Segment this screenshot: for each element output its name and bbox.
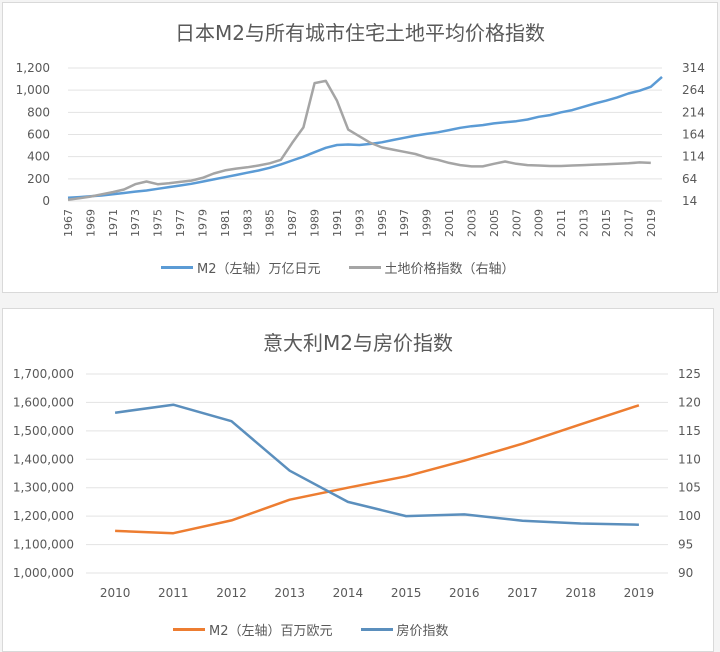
x-tick-label: 1995 (376, 209, 389, 237)
legend-item-land-price: 土地价格指数（右轴） (348, 258, 515, 277)
x-tick-label: 1991 (331, 209, 344, 237)
x-tick-label: 1999 (421, 209, 434, 237)
land-price-series-line (67, 79, 651, 201)
y-right-tick-label: 14 (682, 194, 697, 208)
x-tick-label: 1993 (353, 209, 366, 237)
italy-legend: M2（左轴）百万欧元 房价指数 (173, 620, 477, 639)
house-price-series-line (114, 403, 639, 526)
legend-label-house-price: 房价指数 (396, 624, 449, 639)
legend-swatch-house-price (360, 628, 393, 631)
y-left-tick-label: 1,500,000 (13, 424, 74, 438)
legend-label-land-price: 土地价格指数（右轴） (384, 262, 515, 277)
y-left-tick-label: 600 (27, 128, 50, 142)
y-left-tick-label: 1,400,000 (13, 452, 74, 466)
legend-item-m2: M2（左轴）万亿日元 (161, 258, 321, 277)
x-tick-label: 2019 (645, 209, 658, 237)
x-tick-label: 1977 (174, 209, 187, 237)
legend-swatch-m2 (173, 628, 205, 631)
y-right-tick-label: 100 (678, 509, 701, 523)
x-tick-label: 1973 (129, 209, 142, 237)
y-left-tick-label: 1,200 (16, 61, 50, 75)
italy-chart-title: 意大利M2与房价指数 (263, 331, 453, 355)
x-tick-label: 2011 (555, 209, 568, 237)
y-left-tick-label: 1,700,000 (13, 367, 74, 381)
y-left-tick-label: 400 (27, 150, 50, 164)
x-tick-label: 1967 (62, 209, 75, 237)
m2-series-line (67, 75, 663, 199)
x-tick-label: 1969 (84, 209, 97, 237)
x-tick-label: 2011 (158, 586, 189, 600)
x-tick-label: 2013 (274, 586, 305, 600)
x-tick-label: 2010 (100, 586, 131, 600)
japan-legend: M2（左轴）万亿日元 土地价格指数（右轴） (161, 258, 543, 277)
y-left-tick-label: 200 (27, 172, 50, 186)
italy-chart-plot: 1,000,000 90 1,100,000 95 1,200,000 100 1,300,… (13, 367, 701, 600)
x-tick-label: 2019 (624, 586, 655, 600)
y-right-tick-label: 125 (678, 367, 701, 381)
japan-chart-plot: 0 14 200 64 400 114 600 164 800 214 1,000 264 1,200 3… (16, 61, 705, 237)
y-right-tick-label: 64 (682, 172, 697, 186)
japan-chart-card: 日本M2与所有城市住宅土地平均价格指数 0 14 200 64 400 114 600 164… (2, 2, 718, 293)
x-tick-label: 2007 (510, 209, 523, 237)
y-right-tick-label: 110 (678, 452, 701, 466)
x-tick-label: 2014 (333, 586, 364, 600)
x-tick-label: 1997 (398, 209, 411, 237)
y-left-tick-label: 800 (27, 105, 50, 119)
y-right-tick-label: 95 (678, 538, 693, 552)
x-tick-label: 1981 (219, 209, 232, 237)
japan-chart-title: 日本M2与所有城市住宅土地平均价格指数 (175, 21, 545, 45)
x-tick-label: 2005 (488, 209, 501, 237)
legend-label-m2: M2（左轴）万亿日元 (197, 262, 321, 277)
x-tick-label: 1989 (309, 209, 322, 237)
x-tick-label: 2009 (533, 209, 546, 237)
x-tick-label: 2017 (622, 209, 635, 237)
x-tick-label: 2012 (216, 586, 247, 600)
y-right-tick-label: 105 (678, 481, 701, 495)
y-left-tick-label: 0 (42, 194, 50, 208)
y-left-tick-label: 1,600,000 (13, 395, 74, 409)
italy-chart-card: 意大利M2与房价指数 1,000,000 90 1,100,000 95 1,200,0… (2, 308, 714, 652)
y-left-tick-label: 1,000 (16, 83, 50, 97)
legend-label-m2: M2（左轴）百万欧元 (209, 624, 333, 639)
y-right-tick-label: 90 (678, 566, 693, 580)
y-left-tick-label: 1,100,000 (13, 538, 74, 552)
y-right-tick-label: 214 (682, 105, 705, 119)
y-right-tick-label: 114 (682, 150, 705, 164)
legend-item-m2: M2（左轴）百万欧元 (173, 620, 333, 639)
x-tick-label: 2017 (507, 586, 538, 600)
x-tick-label: 1985 (264, 209, 277, 237)
y-left-tick-label: 1,000,000 (13, 566, 74, 580)
x-tick-label: 2001 (443, 209, 456, 237)
x-tick-label: 1983 (241, 209, 254, 237)
x-tick-label: 2015 (600, 209, 613, 237)
y-right-tick-label: 115 (678, 424, 701, 438)
x-tick-label: 1979 (196, 209, 209, 237)
m2-series-line (115, 404, 640, 535)
legend-swatch-m2 (161, 266, 193, 269)
y-left-tick-label: 1,300,000 (13, 481, 74, 495)
y-left-tick-label: 1,200,000 (13, 509, 74, 523)
x-tick-label: 2003 (465, 209, 478, 237)
y-right-tick-label: 120 (678, 395, 701, 409)
x-tick-label: 2015 (391, 586, 422, 600)
x-tick-label: 2018 (565, 586, 596, 600)
x-tick-label: 1987 (286, 209, 299, 237)
y-right-tick-label: 314 (682, 61, 705, 75)
x-tick-label: 1971 (107, 209, 120, 237)
x-tick-label: 2016 (449, 586, 480, 600)
y-right-tick-label: 264 (682, 83, 705, 97)
x-tick-label: 1975 (152, 209, 165, 237)
legend-item-house-price: 房价指数 (360, 620, 449, 639)
x-tick-label: 2013 (578, 209, 591, 237)
y-right-tick-label: 164 (682, 128, 705, 142)
legend-swatch-land-price (348, 266, 381, 269)
